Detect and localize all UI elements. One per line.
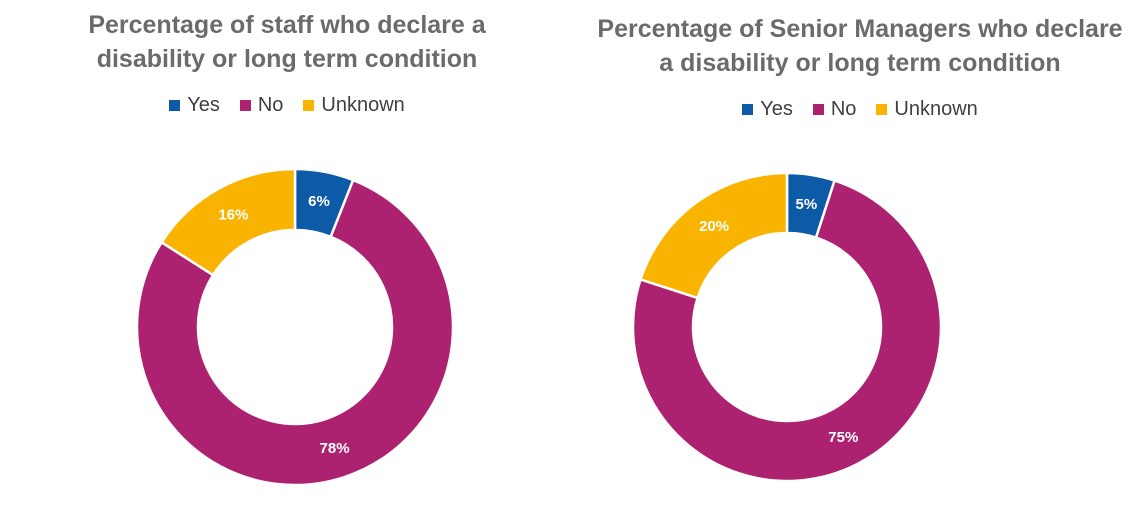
legend-label-no: No xyxy=(257,94,284,116)
legend-entry-unknown: Unknown xyxy=(303,94,405,117)
legend-entry-yes: Yes xyxy=(742,98,793,121)
legend-entry-no: No xyxy=(812,98,857,121)
legend-entry-yes: Yes xyxy=(169,94,220,117)
data-label-yes: 5% xyxy=(796,196,818,213)
legend-label-unknown: Unknown xyxy=(321,94,405,116)
donut-slice-unknown xyxy=(639,171,789,300)
chart-title-line-2: a disability or long term condition xyxy=(659,49,1061,77)
data-label-no: 78% xyxy=(320,440,350,457)
data-label-yes: 6% xyxy=(308,193,330,210)
chart-title-line-1: Percentage of Senior Managers who declar… xyxy=(597,15,1123,43)
legend-swatch-no xyxy=(812,104,824,115)
legend-swatch-no xyxy=(239,100,251,111)
chart-legend: Yes No Unknown xyxy=(0,94,574,117)
data-label-unknown: 16% xyxy=(218,206,248,223)
chart-legend: Yes No Unknown xyxy=(573,98,1147,121)
donut-chart: 5% 75% 20% xyxy=(631,171,943,483)
data-label-unknown: 20% xyxy=(699,218,729,235)
chart-title: Percentage of staff who declare a disabi… xyxy=(0,8,574,76)
legend-swatch-yes xyxy=(742,104,754,115)
legend-label-yes: Yes xyxy=(187,94,220,116)
chart-title-line-2: disability or long term condition xyxy=(96,45,478,73)
donut-slice-no xyxy=(135,178,455,487)
legend-entry-unknown: Unknown xyxy=(876,98,978,121)
chart-staff-disability: Percentage of staff who declare a disabi… xyxy=(0,8,574,487)
chart-title: Percentage of Senior Managers who declar… xyxy=(573,12,1147,80)
legend-label-yes: Yes xyxy=(760,98,793,120)
legend-entry-no: No xyxy=(239,94,284,117)
legend-label-no: No xyxy=(830,98,857,120)
data-label-no: 75% xyxy=(828,429,858,446)
legend-swatch-yes xyxy=(169,100,181,111)
chart-senior-managers-disability: Percentage of Senior Managers who declar… xyxy=(573,0,1147,523)
donut-chart: 6% 78% 16% xyxy=(135,167,455,487)
legend-swatch-unknown xyxy=(876,104,888,115)
chart-title-line-1: Percentage of staff who declare a xyxy=(88,11,486,39)
donut-slice-unknown xyxy=(160,167,297,277)
legend-swatch-unknown xyxy=(303,100,315,111)
donut-slice-no xyxy=(631,179,943,483)
legend-label-unknown: Unknown xyxy=(894,98,978,120)
